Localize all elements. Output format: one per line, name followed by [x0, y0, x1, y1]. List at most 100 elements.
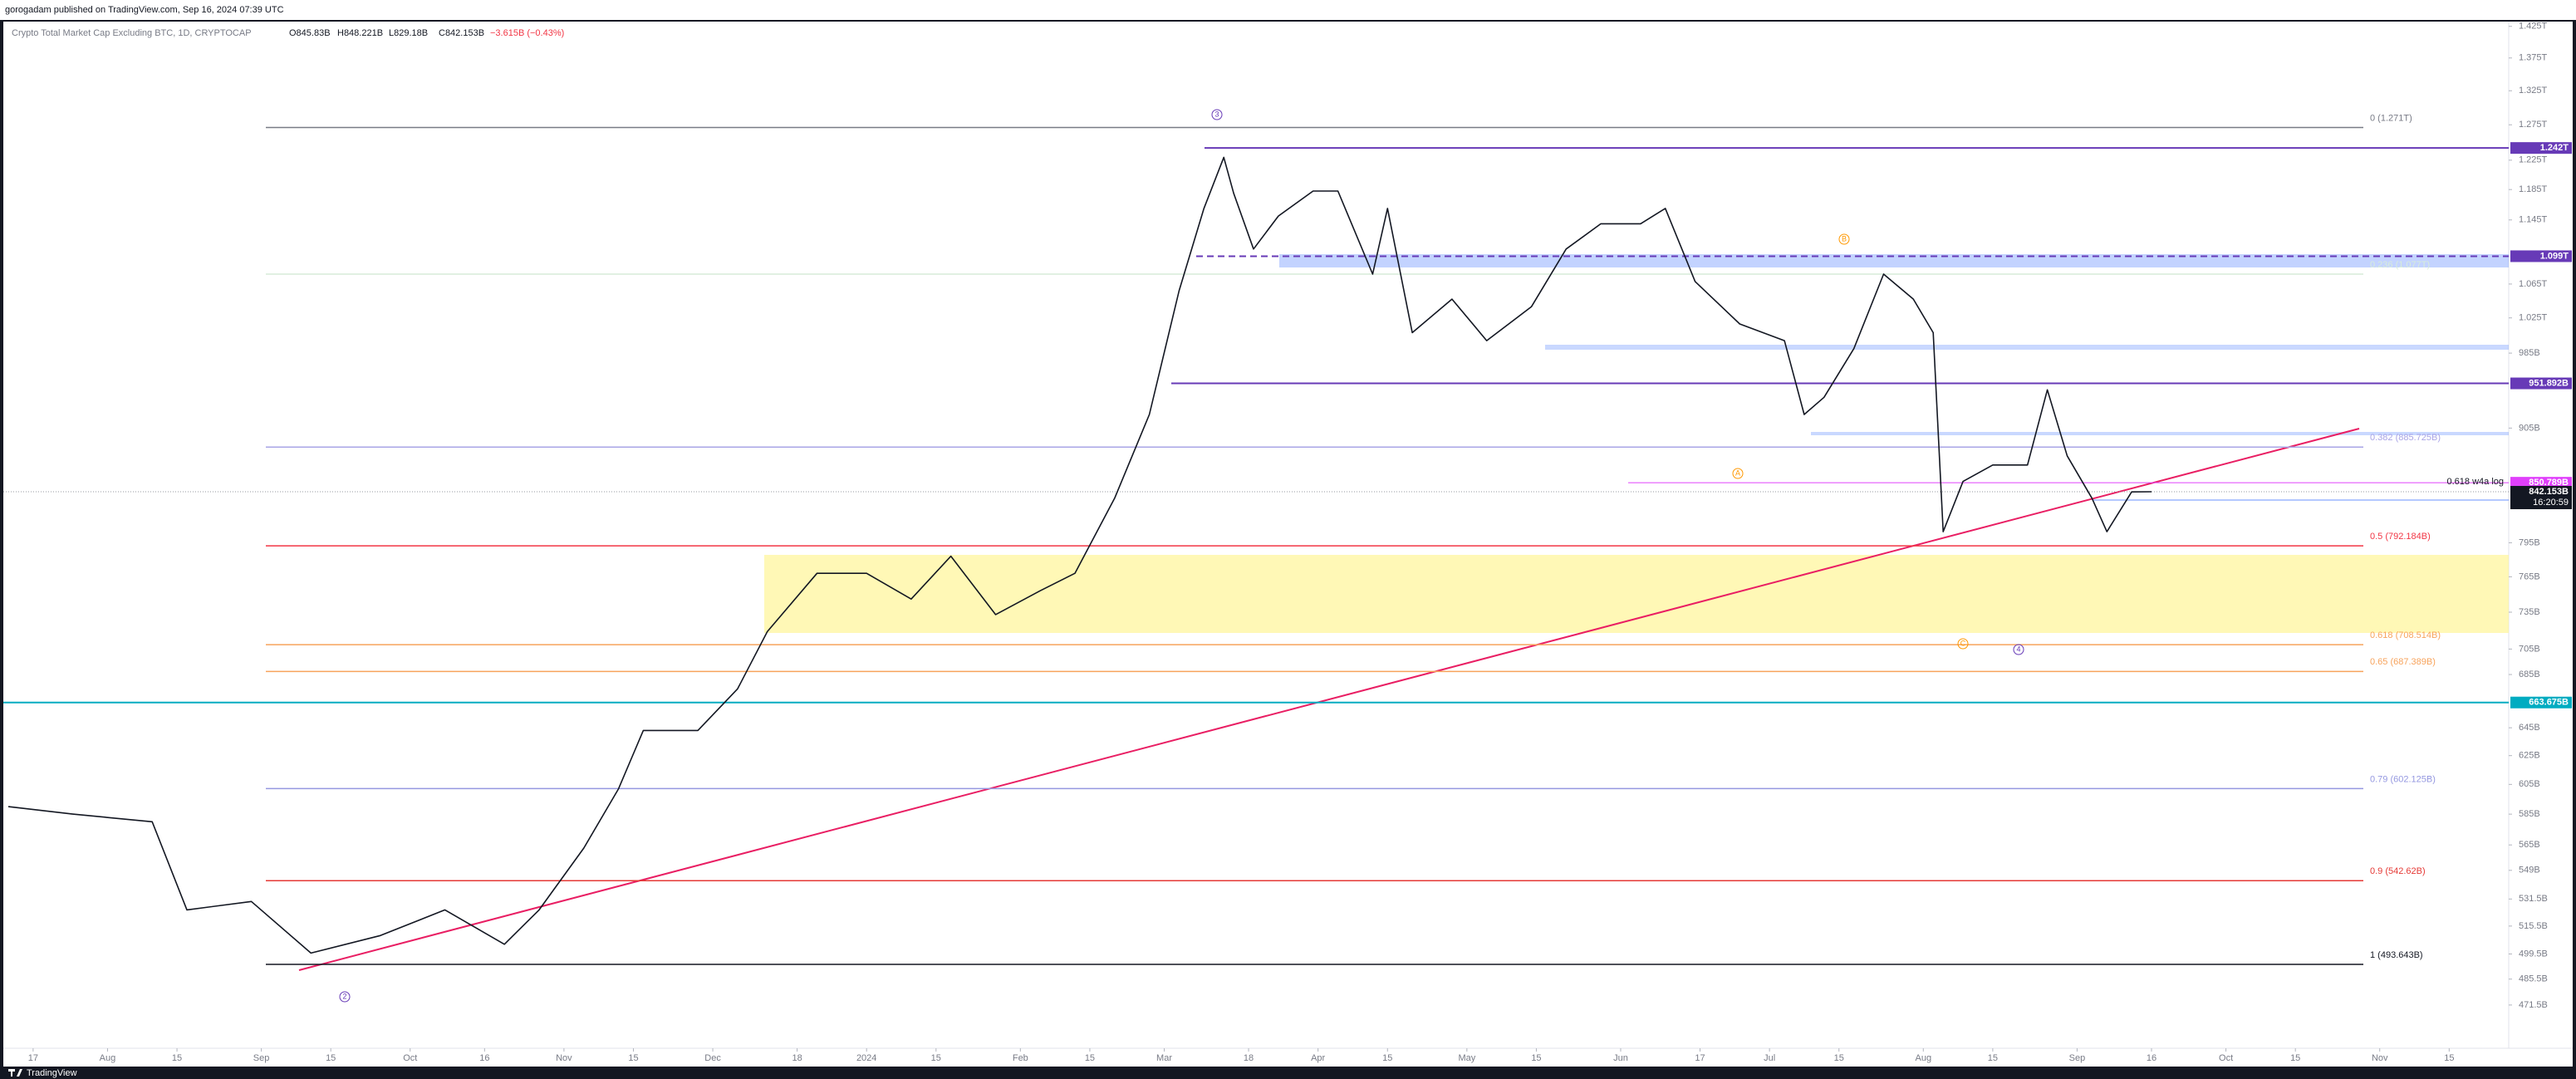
x-tick-label: Apr [1311, 1053, 1325, 1063]
support-zone [764, 555, 2509, 633]
resistance-band [1811, 432, 2509, 435]
x-tick-label: Nov [2372, 1053, 2388, 1063]
top-border [0, 20, 2576, 22]
fib-label: 0.5 (792.184B) [2370, 532, 2431, 542]
price-badge-label: 1.099T [2540, 251, 2569, 261]
x-tick-label: Aug [1915, 1053, 1931, 1063]
x-tick-label: Oct [403, 1053, 417, 1063]
level-annotation: 0.618 w4a log [2447, 477, 2505, 487]
left-border [0, 20, 3, 1067]
y-tick-label: 585B [2519, 809, 2540, 819]
wave-circle [2013, 644, 2024, 655]
ohlc-high: H848.221B [337, 28, 383, 38]
x-tick-label: Jun [1613, 1053, 1628, 1063]
y-tick-label: 645B [2519, 723, 2540, 733]
price-line [7, 156, 2152, 954]
symbol-name: Crypto Total Market Cap Excluding BTC, 1… [12, 28, 252, 38]
y-tick-label: 705B [2519, 644, 2540, 654]
x-tick-label: Mar [1156, 1053, 1172, 1063]
y-tick-label: 1.145T [2519, 215, 2548, 225]
x-tick-label: Feb [1013, 1053, 1028, 1063]
wave-circle [1838, 233, 1850, 245]
x-tick-label: Dec [704, 1053, 721, 1063]
x-tick-label: 15 [628, 1053, 638, 1063]
wave-label: B [1842, 234, 1847, 243]
footer-logo [8, 1069, 22, 1077]
price-badge-label: 951.892B [2529, 378, 2569, 388]
countdown: 16:20:59 [2533, 498, 2569, 508]
y-tick-label: 625B [2519, 751, 2540, 761]
y-tick-label: 531.5B [2519, 894, 2548, 904]
price-badge-label: 850.789B [2529, 478, 2569, 488]
wave-labels: 3 B A C 4 2 [339, 109, 2024, 1003]
x-tick-label: Jul [1764, 1053, 1775, 1063]
ohlc-low: L829.18B [389, 28, 428, 38]
y-tick-label: 685B [2519, 669, 2540, 679]
price-badge [2510, 696, 2572, 709]
x-tick-label: Oct [2219, 1053, 2233, 1063]
footer-bar [0, 1067, 2576, 1079]
fib-label: 0 (1.271T) [2370, 113, 2412, 123]
y-tick-label: 735B [2519, 607, 2540, 617]
fib-label: 0.618 (708.514B) [2370, 630, 2441, 640]
price-badge-label: 663.675B [2529, 698, 2569, 708]
y-tick-label: 1.325T [2519, 86, 2548, 96]
x-tick-label: 15 [2290, 1053, 2300, 1063]
trend-line [298, 428, 2360, 971]
y-tick-label: 515.5B [2519, 921, 2548, 931]
price-badge-label: 842.153B [2529, 487, 2569, 497]
fib-label: 0.382 (885.725B) [2370, 433, 2441, 443]
fib-label: 0.65 (687.389B) [2370, 657, 2436, 667]
y-tick-label: 795B [2519, 537, 2540, 547]
price-badge [2510, 477, 2572, 489]
wave-label: 2 [342, 992, 346, 1000]
x-tick-label: 17 [28, 1053, 38, 1063]
resistance-band [1279, 254, 2509, 267]
x-tick-label: 15 [1085, 1053, 1095, 1063]
fib-label: 0.236 (1.077T) [2370, 260, 2430, 270]
y-tick-label: 765B [2519, 571, 2540, 581]
y-tick-label: 1.225T [2519, 155, 2548, 165]
price-badge [2510, 486, 2572, 510]
wave-label: 4 [2016, 645, 2020, 653]
x-tick-label: May [1458, 1053, 1475, 1063]
wave-circle [1732, 468, 1744, 479]
publisher-line: gorogadam published on TradingView.com, … [5, 5, 284, 15]
x-tick-label: 2024 [856, 1053, 876, 1063]
y-tick-label: 1.375T [2519, 53, 2548, 63]
y-tick-label: 1.425T [2519, 22, 2548, 32]
x-tick-label: 16 [479, 1053, 489, 1063]
fib-label: 1 (493.643B) [2370, 950, 2423, 960]
wave-label: C [1960, 639, 1966, 647]
y-tick-label: 471.5B [2519, 1000, 2548, 1010]
x-tick-label: 18 [792, 1053, 802, 1063]
ohlc-open: O845.83B [289, 28, 331, 38]
x-tick-label: 15 [2444, 1053, 2454, 1063]
y-tick-label: 605B [2519, 779, 2540, 789]
price-badges: 1.242T 1.099T 951.892B 850.789B 0.618 w4a lo… [2447, 142, 2572, 709]
x-tick-label: Aug [100, 1053, 116, 1063]
fib-label: 0.9 (542.62B) [2370, 866, 2426, 876]
y-tick-label: 499.5B [2519, 949, 2548, 959]
x-tick-label: 15 [326, 1053, 336, 1063]
wave-label: A [1735, 468, 1740, 477]
y-tick-label: 485.5B [2519, 974, 2548, 984]
x-tick-label: 15 [931, 1053, 941, 1063]
resistance-band [1545, 345, 2509, 350]
wave-circle [1211, 109, 1223, 120]
y-tick-label: 1.065T [2519, 279, 2548, 289]
right-border [2573, 20, 2576, 1067]
x-tick-label: 15 [172, 1053, 182, 1063]
x-tick-label: 15 [1531, 1053, 1541, 1063]
price-badge [2510, 377, 2572, 390]
y-tick-label: 1.185T [2519, 184, 2548, 194]
y-tick-label: 1.275T [2519, 120, 2548, 130]
symbol-legend: Crypto Total Market Cap Excluding BTC, 1… [12, 28, 564, 38]
price-badge-label: 1.242T [2540, 143, 2569, 153]
price-badge [2510, 142, 2572, 154]
x-tick-label: 15 [1834, 1053, 1844, 1063]
ohlc-change: −3.615B (−0.43%) [490, 28, 564, 38]
y-tick-label: 985B [2519, 348, 2540, 358]
